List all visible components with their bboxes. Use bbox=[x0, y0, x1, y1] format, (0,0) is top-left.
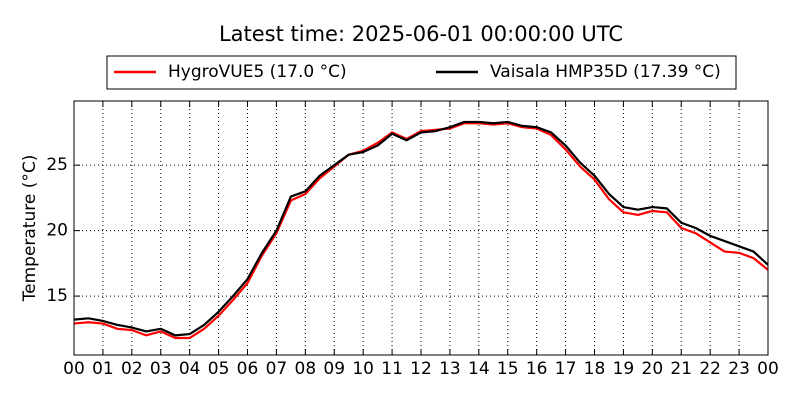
x-tick-label: 11 bbox=[381, 359, 403, 379]
x-tick-label: 14 bbox=[468, 359, 490, 379]
x-tick-label: 00 bbox=[63, 359, 85, 379]
x-tick-label: 03 bbox=[150, 359, 172, 379]
legend-box bbox=[106, 55, 737, 90]
x-tick-label: 10 bbox=[352, 359, 374, 379]
legend-label: HygroVUE5 (17.0 °C) bbox=[168, 62, 347, 82]
x-tick-label: 20 bbox=[642, 359, 664, 379]
plot-frame bbox=[73, 100, 769, 356]
x-tick-label: 16 bbox=[526, 359, 548, 379]
legend-label: Vaisala HMP35D (17.39 °C) bbox=[490, 62, 721, 82]
x-tick-label: 12 bbox=[410, 359, 432, 379]
y-tick-label: 15 bbox=[46, 286, 68, 306]
x-tick-label: 19 bbox=[613, 359, 635, 379]
x-tick-label: 23 bbox=[728, 359, 750, 379]
x-tick-label: 17 bbox=[555, 359, 577, 379]
plot-area bbox=[74, 101, 768, 355]
x-tick-label: 13 bbox=[439, 359, 461, 379]
series-line bbox=[73, 120, 769, 337]
x-tick-label: 09 bbox=[323, 359, 345, 379]
x-tick-label: 18 bbox=[584, 359, 606, 379]
y-axis-label: Temperature (°C) bbox=[20, 155, 40, 303]
chart-title: Latest time: 2025-06-01 00:00:00 UTC bbox=[219, 22, 623, 46]
x-tick-label: 01 bbox=[92, 359, 114, 379]
x-tick-label: 22 bbox=[699, 359, 721, 379]
x-tick-label: 02 bbox=[121, 359, 143, 379]
x-tick-label: 06 bbox=[237, 359, 259, 379]
x-tick-label: 21 bbox=[670, 359, 692, 379]
y-tick-label: 20 bbox=[46, 221, 68, 241]
x-tick-label: 08 bbox=[295, 359, 317, 379]
x-tick-label: 04 bbox=[179, 359, 201, 379]
y-tick-label: 25 bbox=[46, 155, 68, 175]
x-tick-label: 00 bbox=[757, 359, 779, 379]
x-tick-label: 07 bbox=[266, 359, 288, 379]
x-tick-label: 15 bbox=[497, 359, 519, 379]
series-line bbox=[73, 122, 769, 340]
x-tick-label: 05 bbox=[208, 359, 230, 379]
